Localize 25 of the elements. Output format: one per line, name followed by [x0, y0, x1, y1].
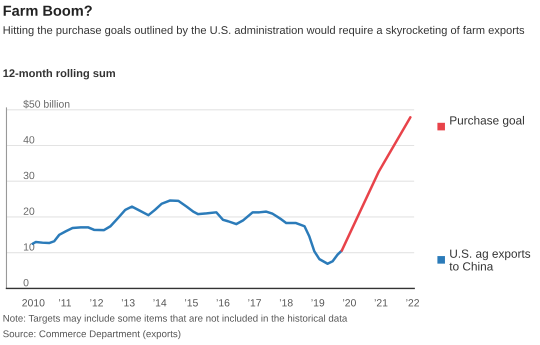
y-tick-label: 20: [24, 208, 34, 215]
x-tick-label: ’11: [59, 299, 72, 306]
x-tick-label: ’19: [311, 299, 324, 306]
x-tick-label: ’15: [185, 299, 198, 306]
y-tick-label: 0: [24, 278, 29, 286]
x-tick-label: ’17: [248, 299, 262, 306]
x-tick-label: 2010: [22, 299, 45, 306]
x-tick-label: ’16: [216, 299, 230, 306]
x-tick-label: ’18: [280, 299, 293, 306]
text: Note: Targets may include some items that are not included in the historical data: [4, 314, 348, 324]
x-tick-label: ’20: [343, 299, 356, 306]
y-axis-title: 12-month rolling sum: [3, 69, 115, 80]
y-tick-label: $50 billion: [23, 100, 70, 108]
chart-title: Farm Boom?: [4, 6, 92, 16]
source-note: Source: Commerce Department (exports): [3, 330, 180, 340]
legend-label: Purchase goal: [450, 116, 524, 127]
y-tick-label: 40: [23, 136, 34, 144]
x-tick-label: ’14: [153, 299, 166, 306]
chart-subtitle: Hitting the purchase goals outlined by the U.S. administration would require a skyrocketing of farm exports: [4, 26, 524, 36]
y-tick-label: 30: [24, 172, 34, 180]
x-tick-label: ’22: [406, 299, 420, 306]
x-tick-label: ’12: [90, 299, 103, 306]
x-tick-label: ’21: [374, 299, 388, 306]
legend-label: U.S. ag exports to China: [449, 249, 530, 271]
x-tick-label: ’13: [122, 299, 135, 306]
